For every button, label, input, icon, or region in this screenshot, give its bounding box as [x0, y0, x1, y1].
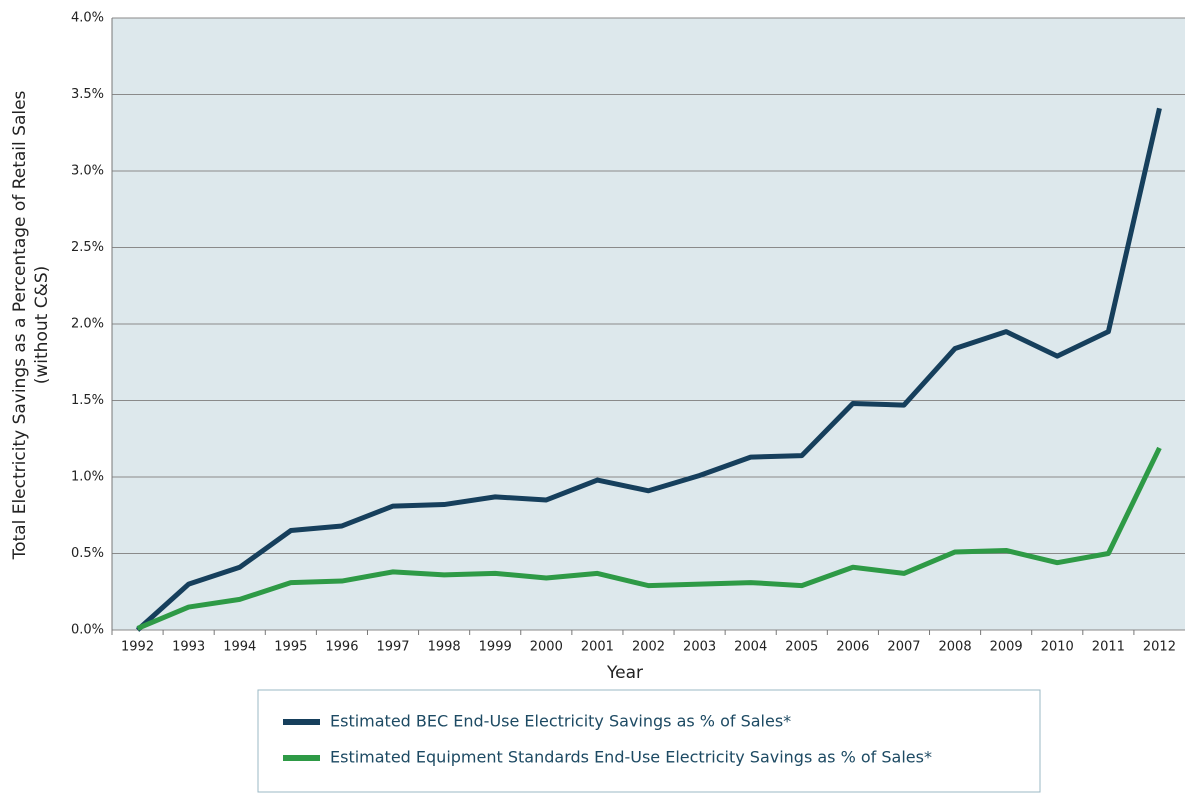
- x-tick-label: 2011: [1092, 640, 1125, 655]
- x-tick-label: 2002: [632, 640, 665, 655]
- x-tick-label: 1992: [121, 640, 154, 655]
- x-tick-label: 1999: [479, 640, 512, 655]
- x-tick-label: 1998: [428, 640, 461, 655]
- y-tick-label: 2.0%: [71, 317, 104, 332]
- x-tick-label: 2000: [530, 640, 563, 655]
- x-tick-label: 2001: [581, 640, 614, 655]
- y-tick-label: 3.0%: [71, 164, 104, 179]
- series-line: [136, 446, 1162, 631]
- y-tick-label: 3.5%: [71, 87, 104, 102]
- x-tick-label: 1995: [274, 640, 307, 655]
- x-tick-label: 2007: [887, 640, 920, 655]
- y-tick-label: 1.0%: [71, 470, 104, 485]
- series-line: [135, 107, 1162, 632]
- x-axis-title: Year: [606, 663, 643, 683]
- x-tick-label: 1993: [172, 640, 205, 655]
- x-tick-label: 2006: [836, 640, 869, 655]
- x-tick-label: 1997: [376, 640, 409, 655]
- y-axis-title: Total Electricity Savings as a Percentag…: [10, 90, 30, 560]
- x-tick-label: 2009: [990, 640, 1023, 655]
- x-tick-label: 1994: [223, 640, 256, 655]
- legend-label: Estimated Equipment Standards End-Use El…: [330, 748, 932, 767]
- x-tick-label: 2010: [1041, 640, 1074, 655]
- x-tick-label: 2012: [1143, 640, 1176, 655]
- y-tick-label: 1.5%: [71, 393, 104, 408]
- x-tick-label: 2005: [785, 640, 818, 655]
- x-tick-label: 1996: [325, 640, 358, 655]
- y-tick-label: 0.0%: [71, 623, 104, 638]
- y-tick-label: 2.5%: [71, 240, 104, 255]
- x-tick-label: 2003: [683, 640, 716, 655]
- x-tick-label: 2008: [939, 640, 972, 655]
- x-tick-label: 2004: [734, 640, 767, 655]
- y-axis-title: (without C&S): [32, 266, 52, 385]
- legend-box: [257, 689, 1041, 793]
- legend-label: Estimated BEC End-Use Electricity Saving…: [330, 712, 791, 731]
- y-tick-label: 0.5%: [71, 546, 104, 561]
- y-tick-label: 4.0%: [71, 11, 104, 26]
